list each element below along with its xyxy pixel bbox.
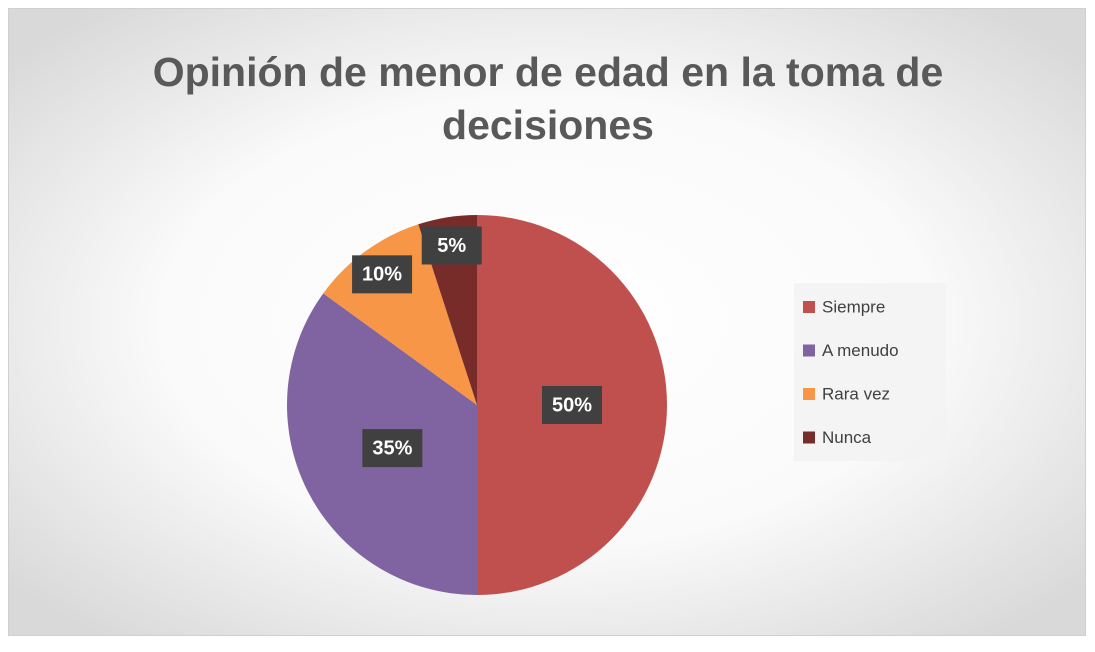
data-label: 10% [362,264,402,286]
data-label: 50% [552,394,592,416]
chart-title: Opinión de menor de edad en la toma de de… [153,49,944,148]
data-label: 5% [437,235,466,257]
data-label-box [542,386,602,424]
data-label: 35% [372,437,412,459]
legend-swatch [803,301,815,313]
data-label-box [421,226,482,265]
legend-label: Siempre [822,297,885,316]
legend-label: Nunca [822,428,872,447]
legend-swatch [803,388,815,400]
legend-swatch [803,431,815,444]
data-label-box [362,429,423,468]
data-label-box [352,255,413,294]
legend-box [794,283,946,461]
legend-swatch [803,344,815,357]
legend-label: Rara vez [822,384,890,403]
legend-label: A menudo [822,341,899,360]
